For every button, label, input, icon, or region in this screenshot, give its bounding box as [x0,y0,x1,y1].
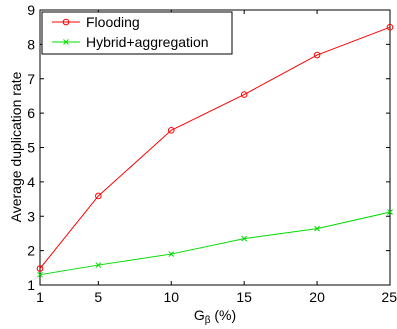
y-axis-label: Average duplication rate [8,71,24,222]
x-axis-label-main: G [194,307,205,323]
y-tick-label: 9 [27,2,35,18]
data-point-flooding [386,23,394,31]
x-axis-label: Gβ (%) [194,307,236,326]
x-tick-label: 5 [94,289,102,305]
legend: Flooding Hybrid+aggregation [41,11,233,55]
data-point-hybrid-aggregation [37,271,43,278]
y-tick-label: 2 [27,243,35,259]
x-tick-label: 25 [381,289,397,305]
legend-marker-flooding [62,18,70,26]
y-tick-label: 5 [27,140,35,156]
data-point-flooding [95,192,102,200]
x-tick-label: 1 [36,289,44,305]
data-point-flooding [36,265,44,272]
x-tick-label: 20 [309,289,325,305]
y-tick-label: 7 [27,71,35,87]
data-point-flooding [240,91,248,98]
x-axis-label-suffix: (%) [210,307,236,323]
y-tick-label: 6 [27,105,35,121]
legend-marker-hybrid [63,39,69,45]
series-layer [36,23,394,278]
data-point-hybrid-aggregation [387,209,393,215]
y-tick-label: 1 [27,277,35,293]
x-tick-label: 15 [236,289,252,305]
data-point-hybrid-aggregation [95,262,102,268]
x-axis-label-subscript: β [205,315,211,326]
legend-label-flooding: Flooding [86,14,140,30]
legend-label-hybrid: Hybrid+aggregation [86,34,209,50]
y-tick-label: 3 [27,208,35,224]
legend-box [41,11,233,55]
data-point-flooding [313,51,321,59]
y-tick-label: 8 [27,36,35,52]
data-point-hybrid-aggregation [241,235,248,242]
x-tick-label: 10 [163,289,179,305]
data-point-flooding [167,127,175,134]
data-point-hybrid-aggregation [168,251,175,257]
data-point-hybrid-aggregation [314,225,320,232]
y-tick-label: 4 [27,174,35,190]
series-line-hybrid-aggregation [39,211,391,276]
series-line-flooding [39,26,391,269]
